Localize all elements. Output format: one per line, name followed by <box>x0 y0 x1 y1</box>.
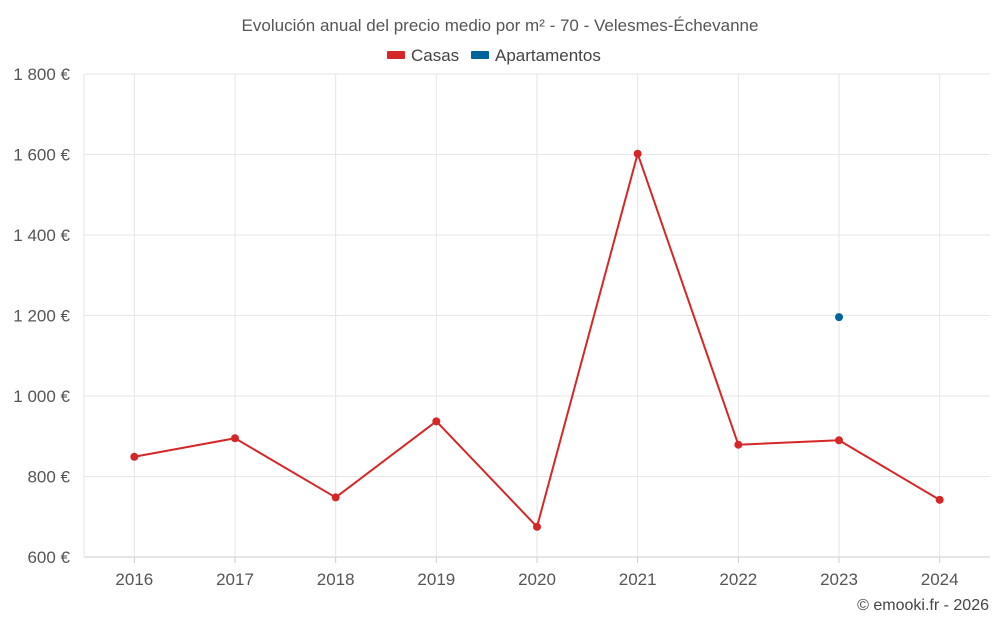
data-point-casas-2021[interactable] <box>633 149 642 158</box>
y-tick-label: 1 000 € <box>13 387 70 406</box>
x-tick-label: 2019 <box>417 570 455 589</box>
y-tick-label: 1 600 € <box>13 146 70 165</box>
y-tick-label: 1 200 € <box>13 307 70 326</box>
data-point-apartamentos-2023[interactable] <box>835 313 843 322</box>
x-tick-label: 2024 <box>921 570 959 589</box>
legend-swatch-apartamentos <box>471 51 489 59</box>
x-axis: 2016 2017 2018 2019 2020 2021 2022 2023 2024 <box>115 557 959 589</box>
legend[interactable]: Casas Apartamentos <box>387 46 601 65</box>
data-point-casas-2017[interactable] <box>231 434 239 443</box>
series-layer <box>130 149 944 531</box>
y-tick-label: 600 € <box>27 548 70 567</box>
data-point-casas-2018[interactable] <box>331 493 340 502</box>
credit-text: © emooki.fr - 2026 <box>857 597 989 614</box>
data-point-casas-2016[interactable] <box>130 452 139 461</box>
y-axis: 600 € 800 € 1 000 € 1 200 € 1 400 € 1 600 € 1 … <box>13 65 70 567</box>
legend-item-casas[interactable]: Casas <box>387 46 459 65</box>
x-tick-label: 2021 <box>619 570 657 589</box>
data-point-casas-2019[interactable] <box>432 417 441 426</box>
x-tick-label: 2017 <box>216 570 254 589</box>
legend-item-apartamentos[interactable]: Apartamentos <box>471 46 601 65</box>
data-point-casas-2023[interactable] <box>835 436 843 445</box>
legend-swatch-casas <box>387 51 405 59</box>
gridlines <box>83 73 990 558</box>
data-point-casas-2024[interactable] <box>935 495 944 504</box>
x-tick-label: 2016 <box>115 570 153 589</box>
x-tick-label: 2023 <box>820 570 858 589</box>
x-tick-label: 2020 <box>518 570 556 589</box>
y-tick-label: 1 800 € <box>13 65 70 84</box>
data-point-casas-2022[interactable] <box>734 440 743 449</box>
y-tick-label: 800 € <box>27 468 70 487</box>
chart-title: Evolución anual del precio medio por m² … <box>242 16 759 35</box>
legend-label-apartamentos: Apartamentos <box>495 46 601 65</box>
y-tick-label: 1 400 € <box>13 226 70 245</box>
data-point-casas-2020[interactable] <box>533 522 541 531</box>
x-tick-label: 2022 <box>719 570 757 589</box>
legend-label-casas: Casas <box>411 46 459 65</box>
x-tick-label: 2018 <box>317 570 355 589</box>
